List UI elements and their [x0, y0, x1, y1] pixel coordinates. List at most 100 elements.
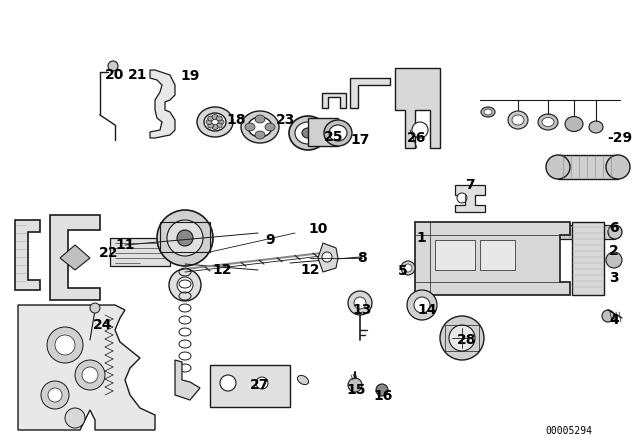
Circle shape [47, 327, 83, 363]
Bar [160, 222, 210, 252]
Ellipse shape [538, 225, 552, 239]
Circle shape [354, 297, 366, 309]
Text: 22: 22 [99, 246, 119, 260]
Ellipse shape [255, 115, 265, 123]
Text: 1: 1 [416, 231, 426, 245]
Circle shape [55, 335, 75, 355]
Polygon shape [150, 70, 175, 138]
Polygon shape [18, 305, 155, 430]
Ellipse shape [324, 120, 352, 146]
Ellipse shape [542, 117, 554, 126]
Ellipse shape [538, 114, 558, 130]
Circle shape [167, 220, 203, 256]
Text: 11: 11 [115, 238, 135, 252]
Ellipse shape [255, 131, 265, 139]
Text: 18: 18 [227, 113, 246, 127]
Circle shape [108, 61, 118, 71]
Ellipse shape [241, 111, 279, 143]
Ellipse shape [216, 116, 222, 121]
Ellipse shape [484, 109, 492, 115]
Ellipse shape [216, 123, 222, 128]
Ellipse shape [206, 120, 212, 125]
Text: 19: 19 [180, 69, 200, 83]
Bar [435, 240, 475, 270]
Circle shape [169, 269, 201, 301]
Ellipse shape [302, 128, 314, 138]
Text: 3: 3 [609, 271, 619, 285]
Bar [110, 238, 170, 266]
Ellipse shape [512, 115, 524, 125]
Text: 5: 5 [398, 264, 408, 278]
Bar [308, 118, 338, 146]
Polygon shape [415, 222, 570, 295]
Bar [558, 155, 618, 179]
Ellipse shape [208, 116, 214, 121]
Ellipse shape [197, 107, 233, 137]
Text: 28: 28 [457, 333, 477, 347]
Text: 20: 20 [106, 68, 125, 82]
Text: 16: 16 [373, 389, 393, 403]
Polygon shape [175, 360, 200, 400]
Text: 24: 24 [93, 318, 113, 332]
Polygon shape [50, 215, 100, 300]
Ellipse shape [265, 123, 275, 131]
Text: 12: 12 [300, 263, 320, 277]
Text: 26: 26 [407, 131, 427, 145]
Text: -29: -29 [607, 131, 632, 145]
Ellipse shape [546, 155, 570, 179]
Circle shape [457, 193, 467, 203]
Circle shape [75, 360, 105, 390]
Circle shape [602, 310, 614, 322]
Text: 6: 6 [609, 221, 619, 235]
Ellipse shape [295, 122, 321, 144]
Ellipse shape [212, 125, 218, 129]
Polygon shape [60, 245, 90, 270]
Bar [445, 325, 479, 351]
Circle shape [41, 381, 69, 409]
Circle shape [449, 325, 475, 351]
Ellipse shape [218, 120, 224, 125]
Ellipse shape [212, 115, 218, 120]
Polygon shape [322, 93, 346, 108]
Circle shape [256, 377, 268, 389]
Circle shape [90, 303, 100, 313]
Ellipse shape [608, 225, 622, 239]
Text: 17: 17 [350, 133, 370, 147]
Ellipse shape [248, 117, 272, 137]
Text: 25: 25 [324, 130, 344, 144]
Circle shape [157, 210, 213, 266]
Circle shape [414, 297, 430, 313]
Polygon shape [395, 68, 440, 148]
Circle shape [440, 316, 484, 360]
Circle shape [407, 290, 437, 320]
Circle shape [177, 277, 193, 293]
Circle shape [376, 384, 388, 396]
Text: 23: 23 [276, 113, 296, 127]
Bar [572, 222, 604, 295]
Circle shape [606, 252, 622, 268]
Text: 8: 8 [357, 251, 367, 265]
Circle shape [412, 122, 428, 138]
Polygon shape [455, 185, 485, 212]
Bar [480, 240, 515, 270]
Circle shape [220, 375, 236, 391]
Circle shape [401, 261, 415, 275]
Polygon shape [350, 78, 390, 108]
Bar [545, 225, 615, 239]
Text: 21: 21 [128, 68, 148, 82]
Circle shape [322, 252, 332, 262]
Text: 00005294: 00005294 [545, 426, 592, 436]
Circle shape [48, 388, 62, 402]
Text: 7: 7 [465, 178, 475, 192]
Ellipse shape [481, 107, 495, 117]
Ellipse shape [589, 121, 603, 133]
Text: 14: 14 [417, 303, 436, 317]
Text: 10: 10 [308, 222, 328, 236]
Text: 9: 9 [265, 233, 275, 247]
Ellipse shape [208, 123, 214, 128]
Circle shape [82, 367, 98, 383]
Circle shape [65, 408, 85, 428]
Circle shape [404, 264, 412, 272]
Ellipse shape [245, 123, 255, 131]
Ellipse shape [565, 116, 583, 132]
